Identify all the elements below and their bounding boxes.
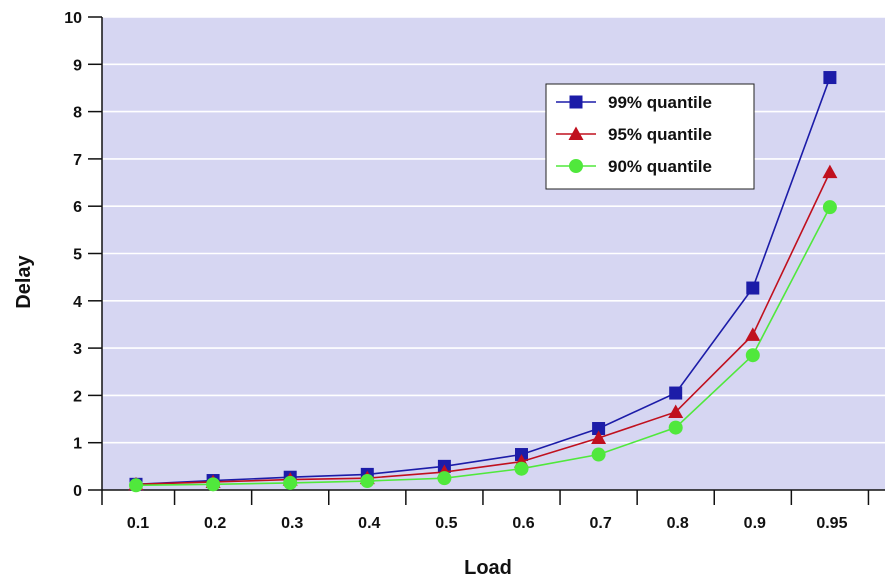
legend-label-95-quantile: 95% quantile (608, 125, 712, 144)
data-point-90-quantile-3 (360, 474, 375, 489)
x-tick-label-7: 0.8 (667, 515, 689, 532)
data-point-90-quantile-5 (514, 461, 529, 476)
legend: 99% quantile 95% quantile 90% quantile (545, 83, 755, 190)
data-point-90-quantile-1 (206, 477, 221, 492)
legend-marker-95-quantile (568, 126, 584, 140)
y-tick-label-4: 4 (73, 294, 82, 311)
data-point-90-quantile-6 (591, 447, 606, 462)
data-point-95-quantile-7 (668, 404, 684, 418)
x-tick-label-9: 0.95 (816, 515, 847, 532)
y-tick-label-8: 8 (73, 105, 82, 122)
y-tick-label-2: 2 (73, 388, 82, 405)
x-tick-label-5: 0.6 (512, 515, 534, 532)
series-line-95-quantile (135, 171, 831, 486)
x-tick-label-1: 0.2 (204, 515, 226, 532)
data-point-90-quantile-7 (668, 420, 683, 435)
data-point-95-quantile-9 (822, 164, 838, 179)
data-point-99-quantile-7 (669, 386, 683, 400)
series-90-quantile (129, 200, 837, 493)
x-tick-label-0: 0.1 (127, 515, 149, 532)
y-axis-title: Delay (13, 254, 35, 308)
legend-label-99-quantile: 99% quantile (608, 93, 712, 112)
x-tick-label-6: 0.7 (589, 515, 611, 532)
x-tick-label-2: 0.3 (281, 515, 303, 532)
data-point-90-quantile-9 (822, 200, 837, 215)
series-line-99-quantile (135, 77, 831, 486)
legend-label-90-quantile: 90% quantile (608, 157, 712, 176)
legend-marker-90-quantile (569, 159, 583, 173)
y-tick-label-7: 7 (73, 152, 82, 169)
data-point-95-quantile-8 (745, 327, 761, 341)
x-axis-title: Load (464, 557, 512, 579)
y-axis: 0 1 2 3 4 5 6 7 8 9 10 (64, 10, 103, 505)
series-line-90-quantile (135, 206, 831, 487)
y-tick-label-5: 5 (73, 247, 82, 264)
legend-marker-99-quantile (569, 95, 583, 109)
data-point-90-quantile-4 (437, 471, 452, 486)
data-point-99-quantile-8 (746, 281, 760, 295)
x-tick-label-3: 0.4 (358, 515, 380, 532)
data-point-90-quantile-0 (129, 478, 143, 493)
x-axis: 0.1 0.2 0.3 0.4 0.5 0.6 0.7 0.8 0.9 0.95 (102, 489, 885, 532)
y-tick-label-9: 9 (73, 57, 82, 74)
x-tick-label-4: 0.5 (435, 515, 457, 532)
series-group (128, 71, 838, 493)
data-point-99-quantile-6 (592, 422, 606, 436)
y-tick-label-1: 1 (73, 436, 82, 453)
x-tick-label-8: 0.9 (744, 515, 766, 532)
y-tick-label-0: 0 (73, 483, 82, 500)
data-point-95-quantile-6 (591, 430, 607, 444)
y-tick-label-10: 10 (64, 10, 82, 27)
y-tick-label-6: 6 (73, 199, 82, 216)
data-point-99-quantile-9 (823, 71, 837, 85)
data-point-90-quantile-8 (745, 348, 760, 363)
y-tick-label-3: 3 (73, 341, 82, 358)
data-point-90-quantile-2 (283, 475, 298, 490)
